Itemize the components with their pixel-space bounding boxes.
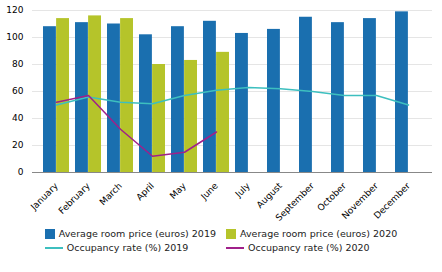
svg-text:120: 120 <box>6 5 23 15</box>
svg-text:0: 0 <box>18 167 24 177</box>
html-text:Occupancy rate (%) 2020: Occupancy rate (%) 2020 <box>248 242 370 253</box>
html-text:Average room price (euros) 202: Average room price (euros) 2020 <box>240 228 398 239</box>
svg-text:April: April <box>134 181 156 203</box>
svg-text:May: May <box>168 180 189 201</box>
svg-text:October: October <box>315 181 348 214</box>
html-text:Occupancy rate (%) 2019: Occupancy rate (%) 2019 <box>66 242 189 253</box>
svg-text:August: August <box>255 180 285 210</box>
svg-text:40: 40 <box>12 113 24 123</box>
svg-text:February: February <box>57 180 93 216</box>
svg-text:September: September <box>274 180 316 222</box>
svg-text:20: 20 <box>12 140 24 150</box>
svg-text:80: 80 <box>12 59 24 69</box>
svg-text:60: 60 <box>12 86 24 96</box>
svg-text:100: 100 <box>6 32 23 42</box>
svg-text:November: November <box>339 180 380 221</box>
svg-text:December: December <box>372 180 412 220</box>
svg-text:June: June <box>198 180 220 202</box>
svg-text:March: March <box>97 181 123 207</box>
html-text:Average room price (euros) 201: Average room price (euros) 2019 <box>58 228 216 239</box>
svg-text:July: July <box>233 180 253 200</box>
svg-text:January: January <box>28 180 60 212</box>
